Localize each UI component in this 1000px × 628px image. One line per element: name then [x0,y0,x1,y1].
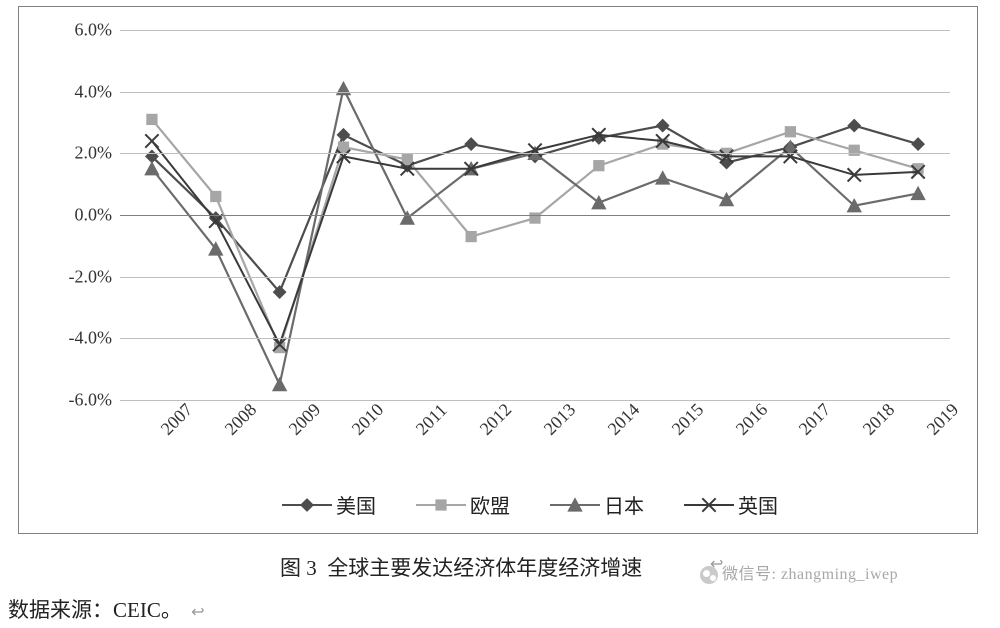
legend-marker [684,504,734,506]
caption-text: 全球主要发达经济体年度经济增速 [327,556,642,580]
legend-item: 日本 [550,490,644,519]
series-line [152,135,918,345]
chart-legend: 美国 欧盟 日本 英国 [250,490,810,519]
legend-item: 英国 [684,490,778,519]
legend-label: 欧盟 [470,490,510,519]
legend-label: 英国 [738,490,778,519]
gridline [120,338,950,339]
footnote-mark-icon: ↩ [191,604,204,621]
y-axis-tick-label: 2.0% [75,143,121,164]
chart-plot-area: -6.0%-4.0%-2.0%0.0%2.0%4.0%6.0%200720082… [120,30,950,400]
gridline [120,92,950,93]
data-source-line: 数据来源：CEIC。 ↩ [8,594,205,624]
gridline [120,30,950,31]
series-line [152,89,918,385]
legend-label: 日本 [604,490,644,519]
legend-item: 欧盟 [416,490,510,519]
legend-marker [550,504,600,506]
figure-caption: 图 3 全球主要发达经济体年度经济增速 [280,552,642,582]
legend-marker [416,504,466,506]
legend-marker [282,504,332,506]
legend-item: 美国 [282,490,376,519]
caption-prefix: 图 3 [280,556,317,580]
legend-label: 美国 [336,490,376,519]
y-axis-tick-label: 6.0% [75,20,121,41]
figure-container: -6.0%-4.0%-2.0%0.0%2.0%4.0%6.0%200720082… [0,0,1000,628]
watermark-text: 微信号: zhangming_iwep [722,566,898,583]
gridline [120,153,950,154]
source-label: 数据来源： [8,598,113,622]
y-axis-tick-label: -6.0% [69,390,121,411]
source-value: CEIC。 [113,598,182,622]
gridline [120,215,950,216]
y-axis-tick-label: -4.0% [69,328,121,349]
wechat-watermark: 微信号: zhangming_iwep [700,560,898,584]
gridline [120,277,950,278]
y-axis-tick-label: -2.0% [69,266,121,287]
y-axis-tick-label: 4.0% [75,81,121,102]
y-axis-tick-label: 0.0% [75,205,121,226]
